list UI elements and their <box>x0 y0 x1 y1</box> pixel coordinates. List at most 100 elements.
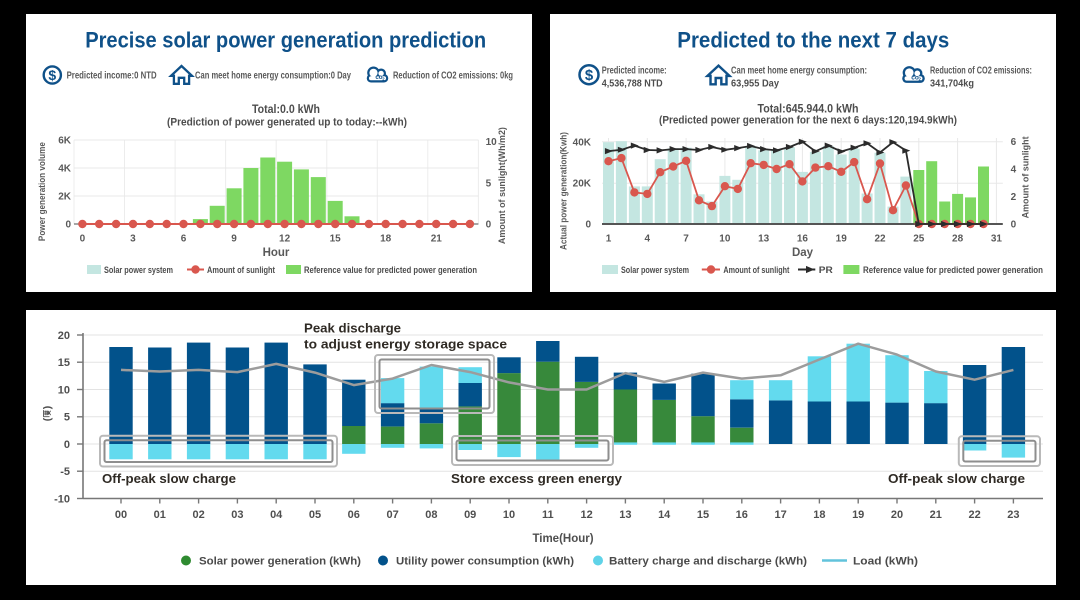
svg-text:Predicted to the next 7 days: Predicted to the next 7 days <box>677 28 949 53</box>
svg-text:02: 02 <box>192 509 204 521</box>
svg-text:2: 2 <box>919 77 922 82</box>
svg-text:6: 6 <box>181 234 187 245</box>
svg-text:2K: 2K <box>58 192 72 203</box>
svg-text:Battery charge and discharge (: Battery charge and discharge (kWh) <box>609 556 807 568</box>
svg-text:23: 23 <box>1007 509 1019 521</box>
svg-text:28: 28 <box>952 234 964 245</box>
svg-text:7: 7 <box>683 234 689 245</box>
svg-text:25: 25 <box>913 234 925 245</box>
svg-text:Store excess green energy: Store excess green energy <box>451 471 623 486</box>
svg-text:-5: -5 <box>60 466 70 478</box>
svg-text:0: 0 <box>80 234 86 245</box>
svg-text:Reduction of CO2 emissions:: Reduction of CO2 emissions: <box>930 66 1032 77</box>
svg-text:21: 21 <box>431 234 443 245</box>
svg-text:19: 19 <box>836 234 848 245</box>
svg-text:15: 15 <box>58 357 70 369</box>
svg-text:PR: PR <box>819 265 834 275</box>
svg-text:): ) <box>42 406 54 410</box>
svg-text:4: 4 <box>1011 165 1017 176</box>
svg-text:co: co <box>375 74 382 81</box>
svg-text:Reference value for predicted: Reference value for predicted power gene… <box>304 265 477 275</box>
svg-text:0: 0 <box>64 439 70 451</box>
svg-text:40K: 40K <box>573 137 592 148</box>
svg-text:Day: Day <box>792 247 814 259</box>
svg-text:20K: 20K <box>573 179 592 190</box>
svg-text:12: 12 <box>580 509 592 521</box>
svg-text:Solar power generation (kWh): Solar power generation (kWh) <box>199 556 361 568</box>
svg-text:Peak discharge: Peak discharge <box>304 321 401 336</box>
svg-text:22: 22 <box>968 509 980 521</box>
svg-text:0: 0 <box>65 220 71 231</box>
svg-text:-10: -10 <box>54 493 70 505</box>
svg-text:20: 20 <box>58 330 70 342</box>
svg-text:13: 13 <box>619 509 631 521</box>
svg-text:19: 19 <box>852 509 864 521</box>
svg-text:11: 11 <box>542 509 554 521</box>
svg-text:17: 17 <box>774 509 786 521</box>
svg-text:Solar power system: Solar power system <box>104 265 173 275</box>
svg-text:Reduction of CO2 emissions: 0k: Reduction of CO2 emissions: 0kg <box>393 71 513 82</box>
svg-text:co: co <box>911 74 919 81</box>
svg-text:(: ( <box>42 417 54 421</box>
svg-text:2: 2 <box>1011 192 1017 203</box>
svg-text:07: 07 <box>386 509 398 521</box>
svg-text:10: 10 <box>58 384 70 396</box>
svg-text:Time(Hour): Time(Hour) <box>532 533 593 545</box>
svg-text:00: 00 <box>115 509 127 521</box>
svg-text:4,536,788 NTD: 4,536,788 NTD <box>602 79 663 90</box>
svg-text:Actual power generation(Kwh): Actual power generation(Kwh) <box>558 132 569 250</box>
svg-text:0: 0 <box>1011 220 1017 231</box>
svg-text:$: $ <box>585 67 594 84</box>
svg-text:341,704kg: 341,704kg <box>930 79 974 90</box>
svg-text:3: 3 <box>130 234 136 245</box>
svg-text:05: 05 <box>309 509 321 521</box>
svg-text:Off-peak slow charge: Off-peak slow charge <box>102 471 236 486</box>
svg-text:03: 03 <box>231 509 243 521</box>
svg-text:22: 22 <box>874 234 886 245</box>
svg-text:31: 31 <box>991 234 1003 245</box>
svg-text:13: 13 <box>758 234 770 245</box>
svg-text:Solar power system: Solar power system <box>621 265 689 275</box>
svg-text:to adjust energy storage space: to adjust energy storage space <box>304 337 507 352</box>
svg-text:2: 2 <box>382 76 385 81</box>
svg-text:18: 18 <box>813 509 825 521</box>
svg-text:Total:0.0 kWh: Total:0.0 kWh <box>252 104 320 116</box>
svg-text:6: 6 <box>1011 137 1017 148</box>
svg-text:20: 20 <box>891 509 903 521</box>
svg-text:1: 1 <box>606 234 612 245</box>
svg-text:Load (kWh): Load (kWh) <box>853 556 918 568</box>
svg-text:Can meet home energy consumpti: Can meet home energy consumption: <box>731 66 867 77</box>
svg-text:10: 10 <box>486 137 498 148</box>
svg-text:Power generation volume: Power generation volume <box>37 142 48 241</box>
svg-text:15: 15 <box>330 234 342 245</box>
svg-text:0: 0 <box>585 220 591 231</box>
svg-text:(Prediction of power generated: (Prediction of power generated up to tod… <box>167 117 407 129</box>
svg-text:5: 5 <box>64 412 70 424</box>
svg-text:14: 14 <box>658 509 671 521</box>
svg-text:06: 06 <box>348 509 360 521</box>
svg-text:21: 21 <box>930 509 942 521</box>
svg-text:$: $ <box>48 67 56 83</box>
svg-text:10: 10 <box>719 234 731 245</box>
svg-text:Amount of sunlight: Amount of sunlight <box>723 265 789 275</box>
svg-text:4K: 4K <box>58 164 72 175</box>
svg-text:04: 04 <box>270 509 283 521</box>
svg-text:09: 09 <box>464 509 476 521</box>
svg-text:Off-peak slow charge: Off-peak slow charge <box>888 471 1025 486</box>
svg-text:Predicted income:: Predicted income: <box>602 66 667 77</box>
svg-text:Amount of sunlight: Amount of sunlight <box>1020 136 1031 219</box>
svg-text:Amount of sunlight(Wh/m2): Amount of sunlight(Wh/m2) <box>497 127 508 244</box>
svg-text:10: 10 <box>503 509 515 521</box>
svg-text:Amount of sunlight: Amount of sunlight <box>207 265 275 275</box>
svg-text:9: 9 <box>231 234 237 245</box>
svg-text:Total:645.944.0 kWh: Total:645.944.0 kWh <box>758 104 859 116</box>
svg-text:01: 01 <box>154 509 166 521</box>
svg-text:6K: 6K <box>58 136 72 147</box>
svg-text:Utility power consumption (kWh: Utility power consumption (kWh) <box>396 556 574 568</box>
svg-text:63,955 Day: 63,955 Day <box>731 79 780 90</box>
svg-text:16: 16 <box>797 234 809 245</box>
svg-text:Predicted income:0 NTD: Predicted income:0 NTD <box>67 71 157 82</box>
svg-text:16: 16 <box>736 509 748 521</box>
svg-text:Can meet home energy consumpti: Can meet home energy consumption:0 Day <box>195 71 351 82</box>
svg-text:Precise solar power generation: Precise solar power generation predictio… <box>85 28 486 53</box>
